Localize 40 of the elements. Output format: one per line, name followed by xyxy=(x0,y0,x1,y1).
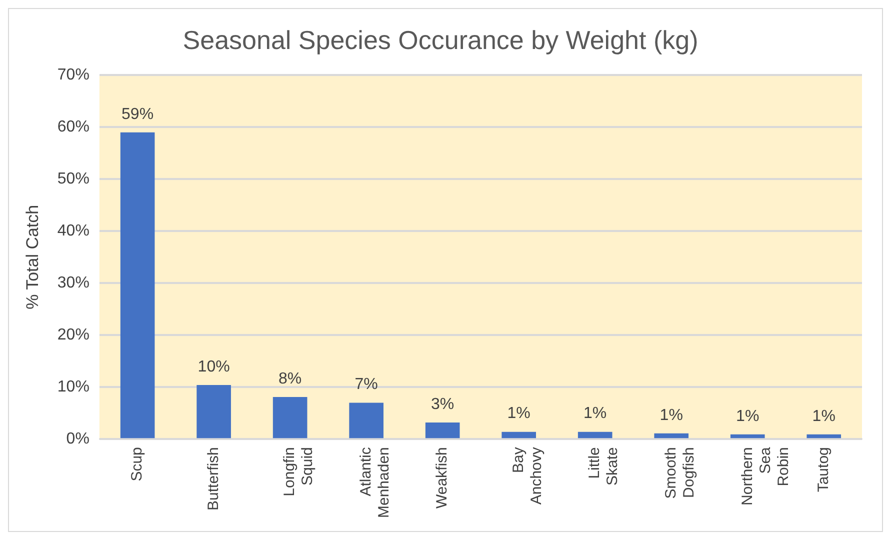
data-label: 3% xyxy=(431,396,454,413)
bar xyxy=(578,432,612,438)
x-tick-label: Scup xyxy=(128,447,146,482)
x-tick-label: Northern Sea Robin xyxy=(738,446,792,506)
x-tick-label: Bay Anchovy xyxy=(510,446,545,505)
bar xyxy=(502,432,536,438)
y-tick-label: 20% xyxy=(57,326,90,344)
data-label: 1% xyxy=(812,408,836,425)
data-label: 7% xyxy=(354,376,378,394)
bar xyxy=(425,422,460,438)
y-tick-label: 0% xyxy=(66,430,90,448)
data-label: 8% xyxy=(278,370,302,388)
bar xyxy=(196,385,231,438)
x-tick-label: Tautog xyxy=(815,447,832,492)
x-tick-label: Smooth Dogfish xyxy=(662,447,698,499)
x-tick-label: Weakfish xyxy=(434,447,451,509)
bar xyxy=(654,433,689,438)
x-tick-label: Little Skate xyxy=(586,447,622,486)
bar xyxy=(349,402,384,438)
bar xyxy=(806,434,842,438)
x-tick-label: Longfin Squid xyxy=(281,447,316,496)
x-tick-label: Butterfish xyxy=(204,447,222,510)
y-tick-label: 40% xyxy=(57,222,90,240)
chart-title: Seasonal Species Occurance by Weight (kg) xyxy=(182,24,698,55)
y-axis-title: % Total Catch xyxy=(22,204,42,310)
y-tick-label: 10% xyxy=(57,378,90,396)
data-label: 10% xyxy=(198,358,230,376)
y-tick-label: 50% xyxy=(57,170,90,188)
data-label: 1% xyxy=(736,408,760,425)
y-tick-label: 70% xyxy=(57,66,90,84)
data-label: 59% xyxy=(122,106,154,123)
bar xyxy=(730,434,765,438)
bar xyxy=(120,132,155,438)
data-label: 1% xyxy=(507,405,530,422)
y-tick-label: 30% xyxy=(57,274,90,292)
y-tick-label: 60% xyxy=(57,118,90,136)
data-label: 1% xyxy=(584,405,607,422)
data-label: 1% xyxy=(660,406,683,424)
x-tick-label: Atlantic Menhaden xyxy=(357,446,392,518)
bar xyxy=(272,397,308,438)
